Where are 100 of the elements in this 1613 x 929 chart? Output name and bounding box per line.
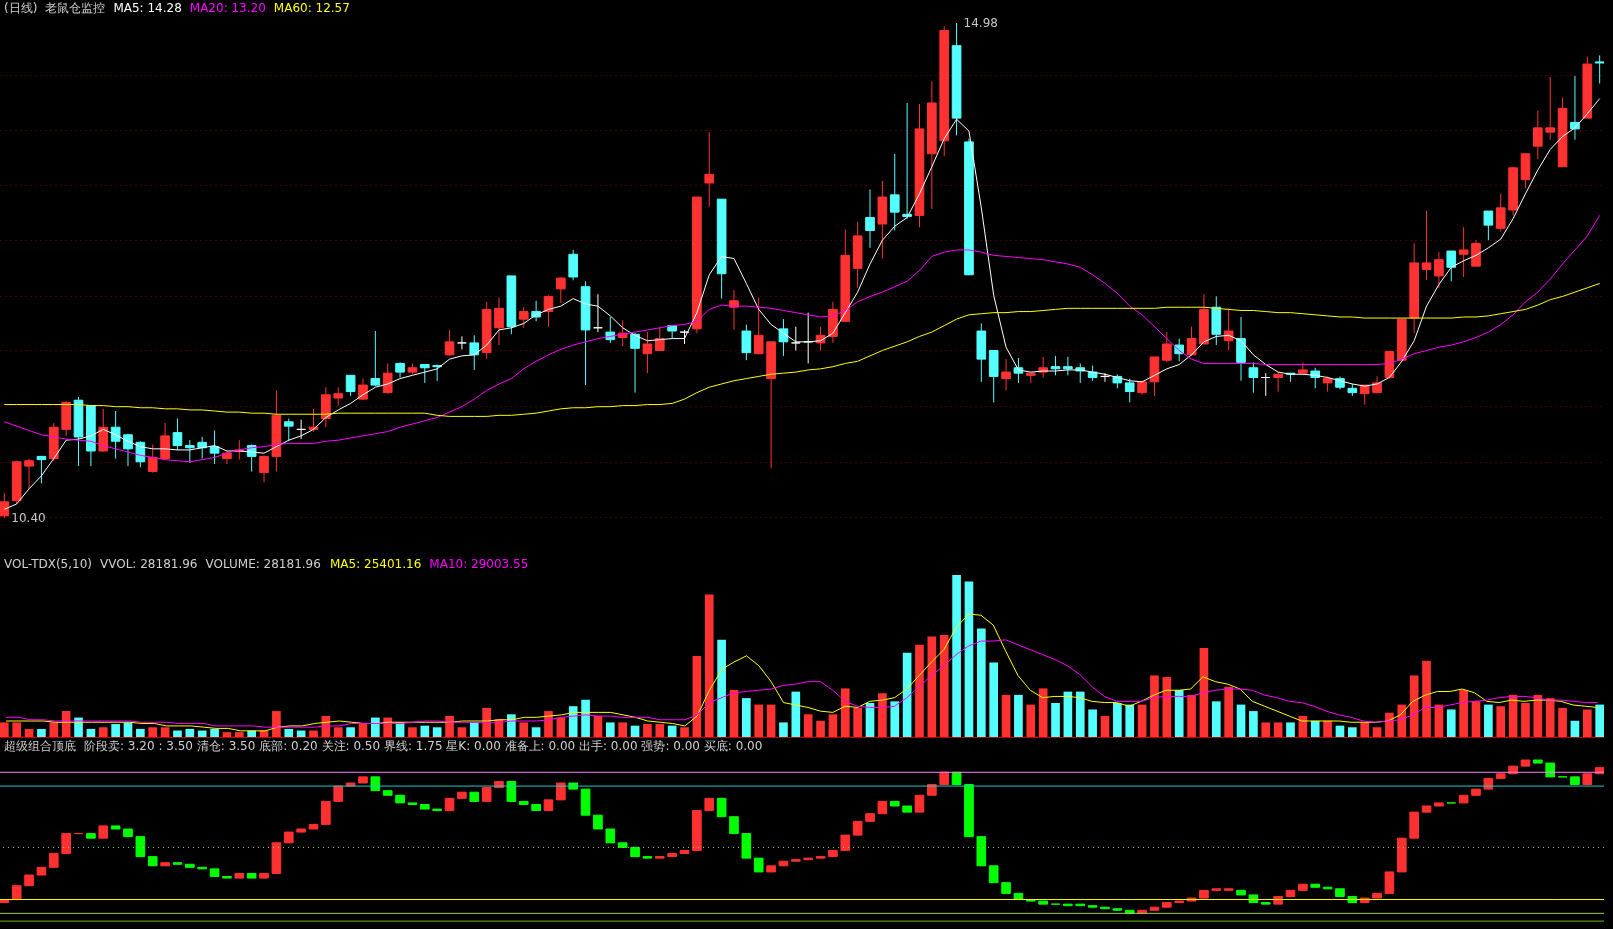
candlestick	[1248, 361, 1259, 394]
candlestick	[321, 800, 331, 825]
bar	[605, 722, 615, 737]
candlestick	[24, 458, 34, 490]
bar	[1360, 722, 1370, 737]
bar	[704, 594, 714, 737]
bar	[210, 728, 219, 737]
chart-subtitle: 老鼠仓监控	[45, 1, 106, 15]
bar	[1310, 720, 1320, 737]
bar	[630, 725, 640, 737]
bar	[272, 711, 281, 737]
bar	[346, 727, 355, 737]
bar	[1162, 677, 1172, 737]
annotation: 10.40	[11, 511, 46, 525]
candlestick	[147, 444, 158, 474]
candlestick	[1533, 110, 1543, 160]
bar	[234, 732, 244, 737]
candlestick	[642, 331, 653, 374]
text: MA20: 13.20	[189, 1, 266, 15]
candlestick	[345, 374, 356, 397]
candlestick	[716, 797, 727, 818]
bar	[1422, 660, 1431, 737]
candlestick	[1236, 316, 1246, 382]
bar	[655, 724, 665, 737]
bar	[457, 727, 467, 737]
bar	[1137, 704, 1147, 737]
bar	[1471, 701, 1481, 737]
candlestick	[630, 332, 640, 394]
bar	[1385, 712, 1394, 737]
candlestick	[61, 833, 71, 855]
text: MA5: 25401.16	[330, 557, 422, 571]
chart-subtitle: VVOL: 28181.96	[100, 557, 198, 571]
candlestick	[185, 439, 195, 464]
candlestick	[1458, 226, 1469, 278]
candlestick	[457, 335, 467, 350]
bar	[358, 724, 368, 737]
bar	[148, 727, 158, 737]
chart-title: VOL-TDX(5,10)	[4, 557, 93, 571]
bar	[445, 715, 454, 737]
candlestick	[543, 294, 554, 328]
text: MA60: 12.57	[273, 1, 350, 15]
bar	[803, 714, 813, 737]
bar	[754, 704, 764, 737]
bar	[1001, 694, 1011, 737]
bar	[24, 728, 34, 737]
chart-title: (日线)	[4, 1, 38, 15]
bar	[1582, 709, 1592, 737]
candlestick	[259, 454, 269, 483]
bar	[1125, 704, 1135, 737]
bar	[1372, 727, 1382, 737]
candlestick	[419, 364, 430, 384]
bar	[49, 722, 59, 737]
bar	[766, 704, 776, 737]
bar	[1521, 702, 1530, 737]
candlestick	[172, 418, 183, 451]
bar	[680, 727, 689, 737]
text: MA10: 29003.55	[429, 557, 529, 571]
candlestick	[704, 131, 715, 208]
candlestick	[283, 418, 294, 442]
bar	[1273, 722, 1283, 737]
candlestick	[110, 410, 121, 460]
bar	[1446, 709, 1456, 737]
candlestick	[1594, 54, 1604, 85]
candlestick	[1483, 210, 1494, 241]
candlestick	[1050, 355, 1061, 376]
bar	[828, 714, 838, 737]
candlestick	[1384, 871, 1395, 894]
bar	[840, 688, 850, 737]
candlestick	[865, 188, 875, 249]
candlestick	[1471, 239, 1481, 267]
candlestick	[1298, 361, 1308, 374]
bar	[878, 693, 887, 737]
candlestick	[135, 836, 146, 858]
bar	[482, 707, 491, 737]
text: VOLUME: 28181.96	[205, 557, 321, 571]
bar	[1558, 707, 1567, 737]
bar	[1335, 725, 1345, 737]
annotation: 14.98	[963, 16, 998, 30]
bar	[1249, 711, 1258, 737]
candlestick	[36, 455, 47, 484]
chart-subtitle: 阶段卖: 3.20 : 3.50 清仓: 3.50 底部: 0.20 关注: 0.50 界线: 1.75 星K: 0.00 准备上: 0.00 出手: 0.00 强势: 0.00 买底: 0.00	[84, 739, 763, 753]
bar	[1174, 690, 1184, 737]
bar	[37, 728, 46, 737]
candlestick	[654, 327, 665, 351]
candlestick	[1446, 250, 1457, 282]
candlestick	[209, 429, 220, 465]
candlestick	[1421, 210, 1432, 281]
bar	[1570, 720, 1580, 737]
bar	[12, 722, 22, 737]
bar	[309, 730, 318, 737]
bar	[432, 727, 442, 737]
bar	[1595, 704, 1604, 737]
candlestick	[778, 318, 789, 357]
candlestick	[1124, 378, 1135, 403]
bar	[568, 706, 578, 737]
candlestick	[333, 386, 344, 407]
candlestick	[494, 297, 504, 346]
bar	[333, 727, 343, 737]
bar	[915, 644, 924, 737]
bar	[1113, 702, 1122, 737]
